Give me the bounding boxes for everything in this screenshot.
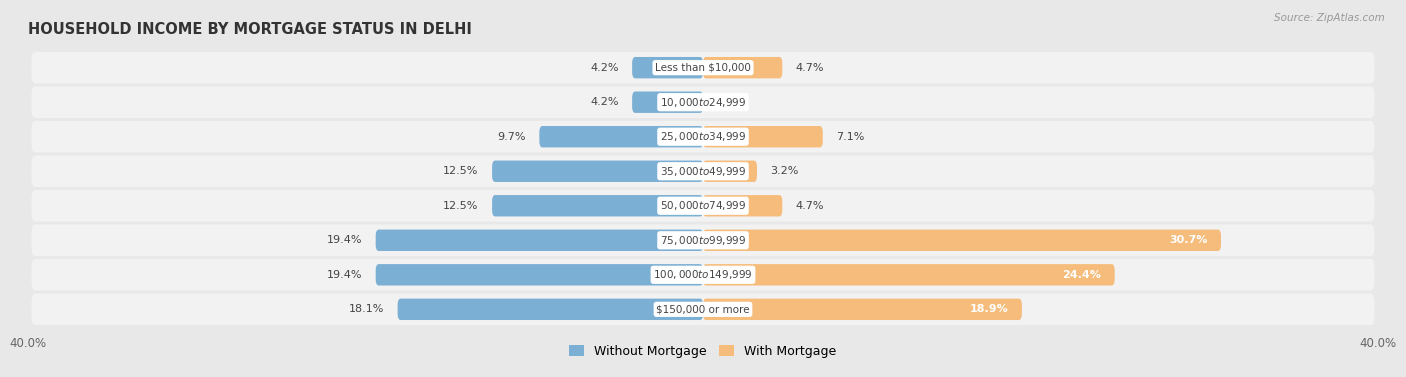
FancyBboxPatch shape bbox=[633, 57, 703, 78]
Text: 4.7%: 4.7% bbox=[796, 63, 824, 73]
FancyBboxPatch shape bbox=[540, 126, 703, 147]
Text: 12.5%: 12.5% bbox=[443, 201, 478, 211]
Text: $25,000 to $34,999: $25,000 to $34,999 bbox=[659, 130, 747, 143]
Text: $50,000 to $74,999: $50,000 to $74,999 bbox=[659, 199, 747, 212]
FancyBboxPatch shape bbox=[492, 161, 703, 182]
FancyBboxPatch shape bbox=[31, 190, 1375, 222]
Text: 4.2%: 4.2% bbox=[591, 63, 619, 73]
Text: $100,000 to $149,999: $100,000 to $149,999 bbox=[654, 268, 752, 281]
Text: Less than $10,000: Less than $10,000 bbox=[655, 63, 751, 73]
Text: 9.7%: 9.7% bbox=[498, 132, 526, 142]
Text: Source: ZipAtlas.com: Source: ZipAtlas.com bbox=[1274, 13, 1385, 23]
Text: $10,000 to $24,999: $10,000 to $24,999 bbox=[659, 96, 747, 109]
Text: 3.2%: 3.2% bbox=[770, 166, 799, 176]
Text: 19.4%: 19.4% bbox=[326, 270, 363, 280]
Text: $35,000 to $49,999: $35,000 to $49,999 bbox=[659, 165, 747, 178]
Text: 12.5%: 12.5% bbox=[443, 166, 478, 176]
FancyBboxPatch shape bbox=[31, 121, 1375, 153]
FancyBboxPatch shape bbox=[703, 264, 1115, 285]
Text: 30.7%: 30.7% bbox=[1170, 235, 1208, 245]
Text: 24.4%: 24.4% bbox=[1063, 270, 1101, 280]
FancyBboxPatch shape bbox=[703, 195, 782, 216]
Text: 4.7%: 4.7% bbox=[796, 201, 824, 211]
FancyBboxPatch shape bbox=[31, 224, 1375, 256]
FancyBboxPatch shape bbox=[31, 52, 1375, 84]
Text: 4.2%: 4.2% bbox=[591, 97, 619, 107]
FancyBboxPatch shape bbox=[633, 92, 703, 113]
Text: HOUSEHOLD INCOME BY MORTGAGE STATUS IN DELHI: HOUSEHOLD INCOME BY MORTGAGE STATUS IN D… bbox=[28, 22, 472, 37]
Legend: Without Mortgage, With Mortgage: Without Mortgage, With Mortgage bbox=[564, 340, 842, 363]
FancyBboxPatch shape bbox=[398, 299, 703, 320]
FancyBboxPatch shape bbox=[703, 57, 782, 78]
FancyBboxPatch shape bbox=[375, 230, 703, 251]
Text: 0.0%: 0.0% bbox=[717, 97, 745, 107]
FancyBboxPatch shape bbox=[31, 86, 1375, 118]
FancyBboxPatch shape bbox=[492, 195, 703, 216]
Text: $75,000 to $99,999: $75,000 to $99,999 bbox=[659, 234, 747, 247]
Text: 18.1%: 18.1% bbox=[349, 304, 384, 314]
Text: 7.1%: 7.1% bbox=[837, 132, 865, 142]
FancyBboxPatch shape bbox=[703, 299, 1022, 320]
FancyBboxPatch shape bbox=[703, 161, 756, 182]
FancyBboxPatch shape bbox=[703, 230, 1220, 251]
FancyBboxPatch shape bbox=[31, 293, 1375, 325]
Text: 19.4%: 19.4% bbox=[326, 235, 363, 245]
FancyBboxPatch shape bbox=[31, 259, 1375, 291]
FancyBboxPatch shape bbox=[703, 126, 823, 147]
Text: $150,000 or more: $150,000 or more bbox=[657, 304, 749, 314]
FancyBboxPatch shape bbox=[31, 155, 1375, 187]
FancyBboxPatch shape bbox=[375, 264, 703, 285]
Text: 18.9%: 18.9% bbox=[970, 304, 1008, 314]
